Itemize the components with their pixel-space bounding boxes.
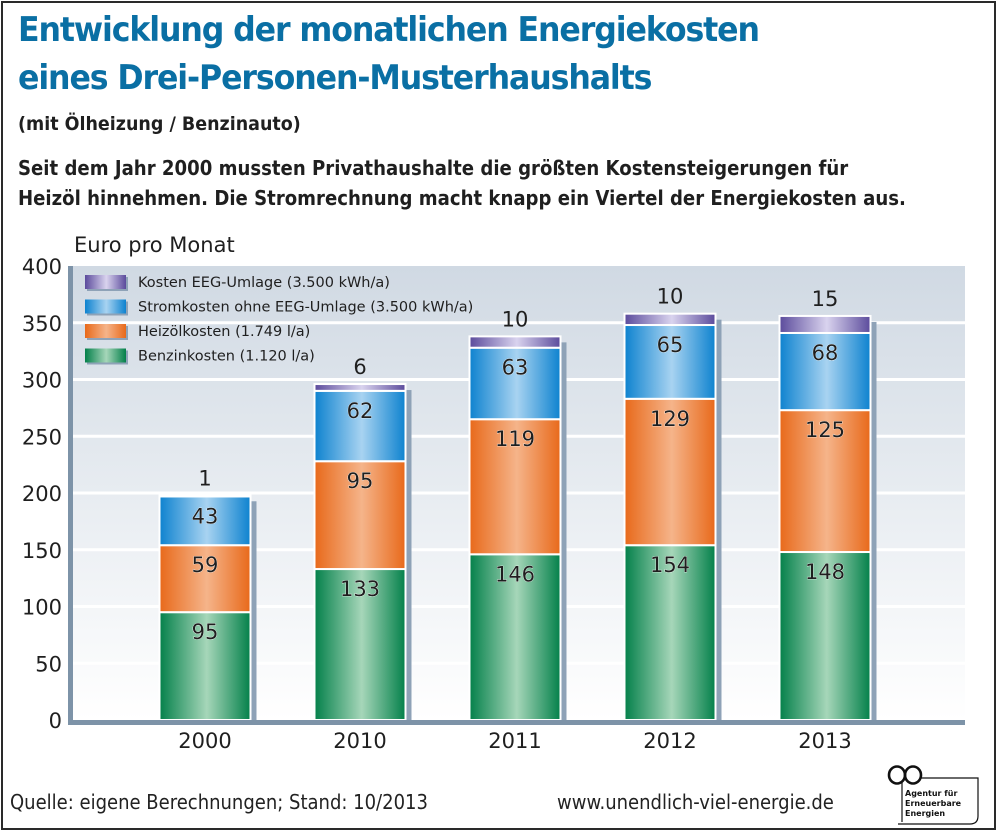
data-label-eeg: 10 [657, 285, 684, 309]
legend-swatch [85, 275, 126, 289]
y-axis-line [68, 266, 73, 724]
infinity-icon [887, 765, 923, 785]
bar-segment-benzin [313, 568, 407, 721]
y-tick-label: 350 [22, 312, 62, 336]
lead-line-1: Seit dem Jahr 2000 mussten Privathaushal… [18, 156, 849, 180]
title-line-2: eines Drei-Personen-Musterhaushalts [18, 58, 652, 98]
website-link[interactable]: www.unendlich-viel-energie.de [557, 790, 834, 814]
data-label-benzin: 154 [650, 553, 690, 577]
bar-stack-2011 [468, 335, 567, 721]
legend-item-eeg: Kosten EEG-Umlage (3.500 kWh/a) [85, 275, 390, 291]
y-tick-label: 50 [35, 652, 62, 676]
bar-shadow [250, 501, 257, 720]
y-tick-label: 100 [22, 596, 62, 620]
data-label-eeg: 6 [353, 355, 366, 379]
chart-subtitle: (mit Ölheizung / Benzinauto) [18, 113, 301, 135]
bar-shadow [405, 390, 412, 720]
data-label-heizoel: 119 [495, 427, 535, 451]
x-tick-label: 2012 [643, 729, 696, 753]
y-tick-label: 0 [49, 709, 62, 733]
data-label-eeg: 10 [502, 307, 529, 331]
source-note: Quelle: eigene Berechnungen; Stand: 10/2… [10, 790, 428, 814]
bar-shadow [560, 342, 567, 720]
bar-segment-benzin [158, 611, 252, 721]
data-label-strom: 62 [347, 399, 374, 423]
data-label-heizoel: 129 [650, 407, 690, 431]
bar-segment-eeg [468, 335, 562, 349]
legend-label: Kosten EEG-Umlage (3.500 kWh/a) [138, 275, 390, 291]
legend-swatch [85, 348, 126, 363]
data-label-strom: 68 [812, 341, 839, 365]
legend-swatch [85, 299, 126, 314]
y-axis-label: Euro pro Monat [74, 233, 235, 257]
chart-lead-text: Seit dem Jahr 2000 mussten Privathaushal… [18, 153, 906, 213]
bar-segment-heizoel [623, 397, 717, 547]
data-label-benzin: 148 [805, 560, 845, 584]
data-label-heizoel: 95 [347, 469, 374, 493]
legend-label: Stromkosten ohne EEG-Umlage (3.500 kWh/a… [138, 300, 473, 316]
data-label-benzin: 133 [340, 577, 380, 601]
logo-text-2: Erneuerbare [905, 799, 962, 808]
data-label-eeg: 1 [198, 466, 211, 490]
legend-label: Heizölkosten (1.749 l/a) [138, 324, 310, 340]
legend-swatch [85, 324, 126, 338]
data-label-eeg: 15 [812, 287, 839, 311]
bar-segment-strom [468, 346, 562, 421]
data-label-strom: 43 [192, 504, 219, 528]
y-tick-label: 300 [22, 369, 62, 393]
bar-shadow [715, 319, 722, 720]
bar-segment-eeg [778, 314, 872, 334]
data-label-heizoel: 59 [192, 553, 219, 577]
bar-stack-2010 [313, 383, 412, 721]
data-label-benzin: 146 [495, 562, 535, 586]
bar-segment-eeg [158, 494, 252, 498]
bar-segment-strom [623, 324, 717, 400]
bar-segment-strom [778, 331, 872, 412]
data-label-strom: 65 [657, 333, 684, 357]
logo-text-1: Agentur für [905, 789, 957, 798]
legend-item-heizoel: Heizölkosten (1.749 l/a) [85, 324, 310, 340]
data-label-strom: 63 [502, 356, 529, 380]
legend-label: Benzinkosten (1.120 l/a) [138, 349, 315, 365]
data-label-benzin: 95 [192, 620, 219, 644]
bar-stack-2012 [623, 312, 722, 722]
x-tick-label: 2013 [798, 729, 851, 753]
bar-segment-benzin [623, 544, 717, 722]
x-tick-label: 2000 [178, 729, 231, 753]
legend-item-benzin: Benzinkosten (1.120 l/a) [85, 348, 315, 365]
x-tick-label: 2011 [488, 729, 541, 753]
chart-title: Entwicklung der monatlichen Energiekoste… [18, 6, 760, 102]
y-tick-label: 200 [22, 482, 62, 506]
bar-stack-2000 [158, 494, 257, 721]
bar-shadow [870, 321, 877, 720]
bar-stack-2013 [778, 314, 877, 722]
legend-item-strom: Stromkosten ohne EEG-Umlage (3.500 kWh/a… [85, 299, 473, 316]
bar-segment-heizoel [778, 409, 872, 554]
y-tick-label: 250 [22, 425, 62, 449]
agency-logo: Agentur für Erneuerbare Energien [887, 765, 979, 825]
x-axis-line [68, 720, 965, 725]
bar-segment-eeg [313, 383, 407, 392]
bar-segment-benzin [778, 551, 872, 722]
x-tick-label: 2010 [333, 729, 386, 753]
lead-line-2: Heizöl hinnehmen. Die Stromrechnung mach… [18, 186, 906, 210]
y-tick-label: 400 [22, 255, 62, 279]
bar-segment-eeg [623, 312, 717, 327]
logo-text-3: Energien [905, 809, 945, 818]
y-tick-label: 150 [22, 539, 62, 563]
data-label-heizoel: 125 [805, 418, 845, 442]
bar-segment-strom [313, 389, 407, 463]
title-line-1: Entwicklung der monatlichen Energiekoste… [18, 10, 760, 50]
